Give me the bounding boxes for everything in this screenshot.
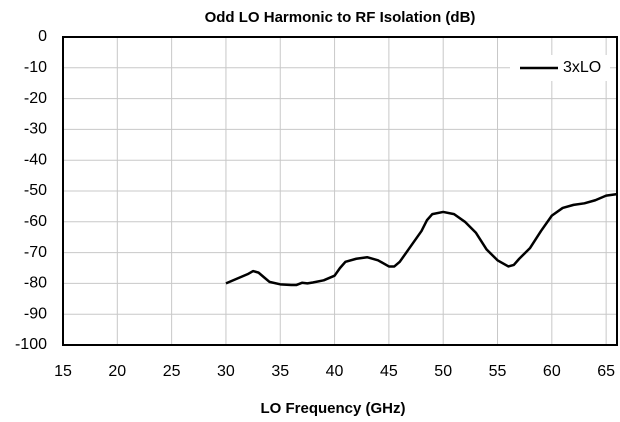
x-tick-label: 50 (434, 363, 452, 380)
x-tick-label: 25 (163, 363, 181, 380)
x-tick-label: 65 (597, 363, 615, 380)
x-tick-label: 15 (54, 363, 72, 380)
x-axis-label: LO Frequency (GHz) (260, 400, 405, 417)
x-tick-label: 45 (380, 363, 398, 380)
x-tick-label: 35 (271, 363, 289, 380)
x-tick-label: 30 (217, 363, 235, 380)
y-tick-label: -90 (24, 305, 47, 322)
legend-label: 3xLO (563, 59, 601, 76)
y-tick-label: -50 (24, 182, 47, 199)
y-tick-label: 0 (38, 28, 47, 45)
y-tick-label: -60 (24, 213, 47, 230)
series-line (225, 192, 618, 287)
y-tick-label: -30 (24, 121, 47, 138)
x-tick-label: 55 (489, 363, 507, 380)
plot-border (62, 36, 618, 346)
y-tick-label: -10 (24, 59, 47, 76)
y-tick-label: -40 (24, 151, 47, 168)
y-tick-label: -20 (24, 90, 47, 107)
y-tick-label: -100 (15, 336, 47, 353)
y-tick-label: -70 (24, 244, 47, 261)
x-tick-label: 60 (543, 363, 561, 380)
y-tick-label: -80 (24, 275, 47, 292)
x-tick-label: 40 (326, 363, 344, 380)
x-tick-label: 20 (108, 363, 126, 380)
chart-title: Odd LO Harmonic to RF Isolation (dB) (205, 9, 476, 26)
